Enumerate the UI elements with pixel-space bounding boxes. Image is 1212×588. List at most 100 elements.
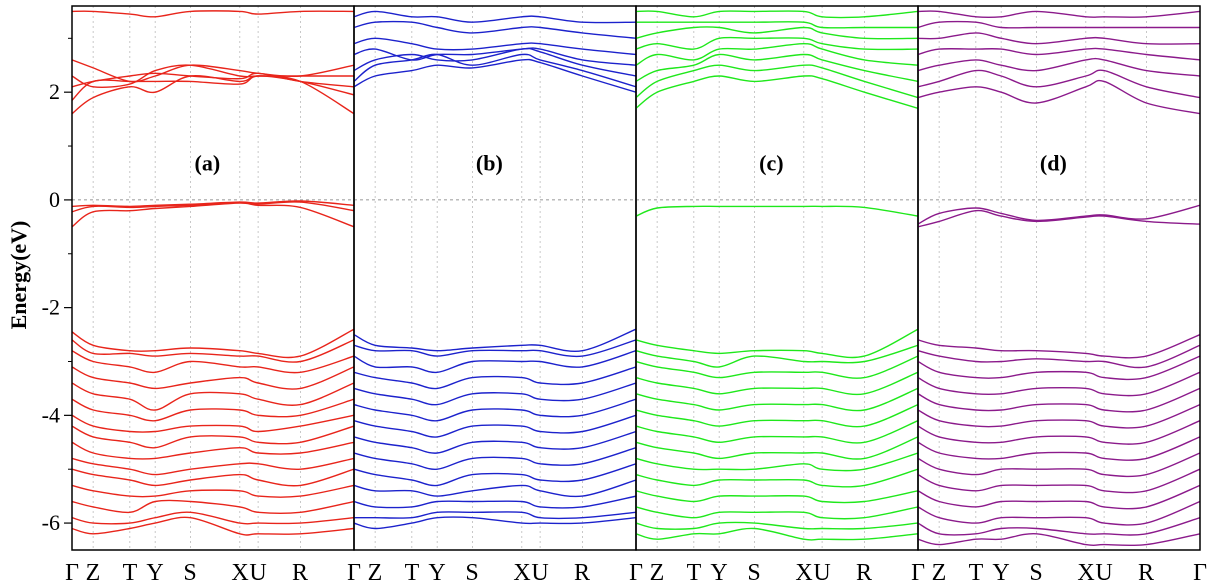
band-line (354, 366, 636, 390)
kpoint-label: R (574, 560, 590, 586)
band-line (636, 53, 918, 83)
band-line (72, 382, 354, 411)
band-line (72, 10, 354, 18)
band-line (354, 339, 636, 358)
band-line (636, 452, 918, 472)
band-line (636, 26, 918, 40)
panel-label: (b) (476, 150, 503, 175)
band-line (918, 32, 1200, 45)
band-line (354, 47, 636, 77)
kpoint-label: S (465, 560, 478, 586)
band-line (354, 53, 636, 88)
band-line (72, 72, 354, 88)
kpoint-label: Γ (347, 560, 361, 586)
band-line (72, 441, 354, 460)
kpoint-label: R (856, 560, 872, 586)
band-line (354, 516, 636, 530)
band-line (636, 355, 918, 379)
band-line (636, 521, 918, 530)
band-line (918, 403, 1200, 429)
kpoint-label: Z (86, 560, 101, 586)
y-tick-label: -2 (42, 295, 60, 320)
band-line (72, 511, 354, 525)
panel-a: (a) (71, 5, 355, 551)
band-line (636, 490, 918, 504)
band-line (636, 75, 918, 109)
band-line (72, 59, 354, 83)
band-line (918, 517, 1200, 536)
band-line (918, 79, 1200, 115)
panels-group: (a) (b) (c) (d) (71, 5, 1201, 551)
y-tick-label: 2 (49, 79, 60, 104)
band-line (636, 36, 918, 51)
panel-d: (d) (917, 5, 1201, 551)
kpoint-label: X (231, 560, 248, 586)
kpoint-label: Y (146, 560, 163, 586)
kpoint-label: X (513, 560, 530, 586)
band-line (72, 468, 354, 487)
band-line (354, 495, 636, 509)
band-line (354, 463, 636, 487)
band-line (918, 452, 1200, 478)
band-line (72, 75, 354, 115)
band-line (72, 484, 354, 498)
band-line (354, 328, 636, 352)
band-line (918, 468, 1200, 494)
kpoint-label: Γ (1193, 560, 1207, 586)
kpoint-label: T (969, 560, 984, 586)
band-line (636, 21, 918, 29)
band-line (354, 58, 636, 93)
band-line (354, 382, 636, 406)
band-line (72, 398, 354, 422)
band-line (636, 468, 918, 488)
band-line (636, 403, 918, 428)
y-tick-label: -6 (42, 510, 60, 535)
band-line (72, 425, 354, 449)
band-line (918, 209, 1200, 228)
kpoint-label: Y (710, 560, 727, 586)
band-line (72, 457, 354, 476)
y-tick-label: 0 (49, 187, 60, 212)
panel-c: (c) (635, 5, 919, 551)
band-line (72, 499, 354, 515)
band-line (72, 200, 354, 208)
band-line (918, 387, 1200, 413)
kpoint-label: S (1029, 560, 1042, 586)
band-line (354, 430, 636, 454)
band-line (918, 20, 1200, 29)
kpoint-label: Γ (629, 560, 643, 586)
band-line (354, 37, 636, 56)
kpoint-label: R (292, 560, 308, 586)
band-line (636, 527, 918, 541)
bands-group (918, 10, 1200, 547)
panel-label: (d) (1040, 150, 1067, 175)
kpoint-label: T (405, 560, 420, 586)
band-line (354, 20, 636, 39)
kpoint-label: X (1077, 560, 1094, 586)
band-line (636, 328, 918, 359)
band-line (354, 447, 636, 470)
band-line (354, 10, 636, 24)
kpoint-label: R (1138, 560, 1154, 586)
band-line (72, 414, 354, 433)
kpoint-label: U (1095, 560, 1112, 586)
y-tick-label: -4 (42, 402, 60, 427)
kpoint-label: Z (932, 560, 947, 586)
kpoint-label: U (531, 560, 548, 586)
bands-group (354, 10, 636, 530)
band-line (918, 500, 1200, 526)
band-line (354, 511, 636, 520)
kpoint-label: Z (368, 560, 383, 586)
band-line (636, 10, 918, 19)
band-line (636, 420, 918, 444)
band-line (72, 328, 354, 359)
panel-label: (a) (195, 150, 221, 175)
band-line (636, 436, 918, 460)
band-line (354, 414, 636, 438)
panel-frame (917, 5, 1201, 551)
band-line (72, 516, 354, 536)
band-line (72, 350, 354, 374)
band-line (636, 506, 918, 520)
kpoint-label: Y (428, 560, 445, 586)
